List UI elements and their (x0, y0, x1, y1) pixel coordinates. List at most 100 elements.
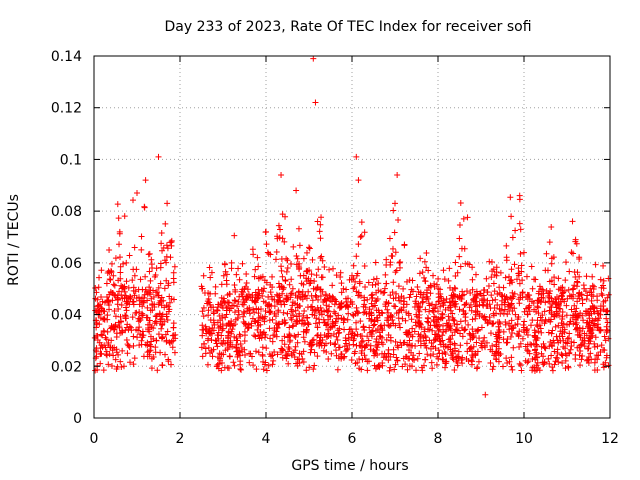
data-point (350, 341, 357, 348)
data-point (136, 324, 143, 331)
data-point (311, 312, 318, 319)
data-point (378, 339, 385, 346)
data-point (301, 338, 308, 345)
data-point (334, 336, 341, 343)
data-point (269, 284, 276, 291)
data-point (516, 328, 523, 335)
data-point (158, 325, 165, 332)
data-point (435, 275, 442, 282)
data-point (481, 296, 488, 303)
data-point (114, 201, 121, 208)
data-point (562, 357, 569, 364)
data-point (536, 367, 543, 374)
data-point (545, 289, 552, 296)
data-point (330, 320, 337, 327)
data-point (283, 268, 290, 275)
data-point (149, 307, 156, 314)
data-point (456, 306, 463, 313)
data-point (332, 347, 339, 354)
data-point (600, 277, 607, 284)
data-point (307, 304, 314, 311)
data-point (139, 334, 146, 341)
data-point (573, 240, 580, 247)
data-point (459, 288, 466, 295)
data-point (548, 316, 555, 323)
data-point (440, 302, 447, 309)
data-point (241, 310, 248, 317)
data-point (497, 310, 504, 317)
data-point (329, 282, 336, 289)
data-point (580, 282, 587, 289)
data-point (482, 391, 489, 398)
data-point (508, 363, 515, 370)
data-point (99, 305, 106, 312)
data-point (434, 353, 441, 360)
data-point (569, 286, 576, 293)
data-point (130, 333, 137, 340)
data-point (538, 350, 545, 357)
data-point (387, 364, 394, 371)
data-point (234, 303, 241, 310)
data-point (153, 320, 160, 327)
data-point (305, 321, 312, 328)
data-point (286, 281, 293, 288)
data-point (389, 313, 396, 320)
data-point (109, 289, 116, 296)
data-point (154, 367, 161, 374)
data-point (258, 287, 265, 294)
data-point (96, 274, 103, 281)
data-point (371, 318, 378, 325)
data-point (544, 267, 551, 274)
data-point (474, 348, 481, 355)
data-point (540, 340, 547, 347)
data-point (311, 349, 318, 356)
data-point (409, 277, 416, 284)
data-point (322, 291, 329, 298)
data-point (510, 344, 517, 351)
data-point (469, 326, 476, 333)
data-point (545, 298, 552, 305)
data-point (294, 255, 301, 262)
data-points (91, 55, 612, 398)
data-point (308, 346, 315, 353)
data-point (506, 273, 513, 280)
data-point (386, 235, 393, 242)
data-point (346, 276, 353, 283)
data-point (462, 301, 469, 308)
data-point (414, 283, 421, 290)
data-point (533, 362, 540, 369)
data-point (139, 295, 146, 302)
data-point (158, 230, 165, 237)
data-point (246, 359, 253, 366)
data-point (395, 283, 402, 290)
data-point (205, 296, 212, 303)
data-point (202, 345, 209, 352)
data-point (423, 296, 430, 303)
data-point (275, 222, 282, 229)
data-point (439, 314, 446, 321)
data-point (269, 352, 276, 359)
data-point (147, 291, 154, 298)
data-point (170, 324, 177, 331)
data-point (385, 331, 392, 338)
data-point (317, 332, 324, 339)
data-point (442, 350, 449, 357)
data-point (142, 177, 149, 184)
data-point (315, 296, 322, 303)
data-point (198, 283, 205, 290)
data-point (390, 279, 397, 286)
data-point (587, 306, 594, 313)
data-point (536, 283, 543, 290)
data-point (390, 346, 397, 353)
data-point (468, 357, 475, 364)
data-point (590, 308, 597, 315)
data-point (97, 360, 104, 367)
data-point (425, 267, 432, 274)
data-point (572, 356, 579, 363)
data-point (120, 363, 127, 370)
data-point (566, 292, 573, 299)
data-point (250, 251, 257, 258)
data-point (429, 365, 436, 372)
data-point (427, 282, 434, 289)
data-point (603, 329, 610, 336)
